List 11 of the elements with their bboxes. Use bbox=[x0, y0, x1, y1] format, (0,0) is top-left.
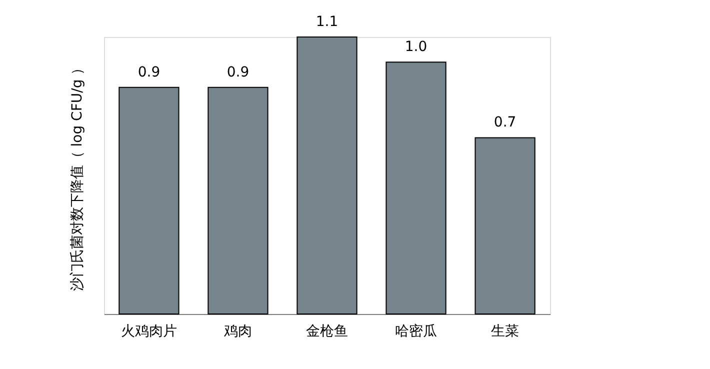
x-tick-label: 生菜 bbox=[491, 324, 520, 340]
data-label: 1.1 bbox=[316, 14, 338, 30]
x-tick-label: 火鸡肉片 bbox=[120, 324, 177, 340]
y-axis-title: 沙门氏菌对数下降值（ log CFU/g ） bbox=[70, 60, 86, 292]
x-tick-label: 鸡肉 bbox=[222, 324, 252, 340]
data-label: 0.9 bbox=[226, 64, 250, 80]
x-tick-label: 哈密瓜 bbox=[395, 324, 438, 340]
data-label: 0.9 bbox=[138, 64, 160, 80]
x-tick-label: 金枪鱼 bbox=[306, 324, 348, 340]
data-label: 1.0 bbox=[404, 39, 428, 56]
data-label: 0.7 bbox=[494, 114, 516, 131]
